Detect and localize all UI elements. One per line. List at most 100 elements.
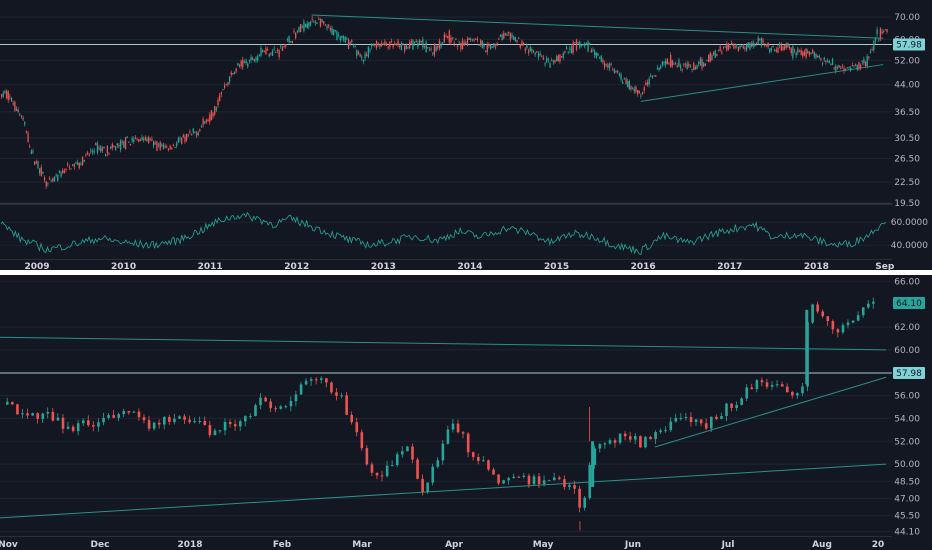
weekly-candle-body [114,146,117,151]
weekly-candle-body [861,61,863,63]
daily-candle-body [51,411,55,421]
daily-price-tag-line [893,366,925,379]
weekly-candle-body [471,39,474,41]
weekly-candle-body [412,40,414,50]
weekly-candle-body [557,55,559,62]
weekly-candle-body [394,43,396,46]
weekly-candle-body [283,45,285,47]
weekly-candle-body [397,40,399,45]
weekly-candle-body [366,54,368,56]
daily-candle-body [613,440,617,443]
weekly-candle-body [461,40,464,50]
daily-candle-body [846,322,850,326]
weekly-candle-body [777,47,779,53]
weekly-candle-body [270,52,272,54]
weekly-y-tick-label: 26.50 [894,154,920,164]
weekly-candle-body [237,63,239,66]
weekly-candle-body [375,40,378,48]
weekly-candle-body [123,141,125,148]
weekly-candle-body [739,45,741,49]
weekly-candle-body [437,46,439,48]
daily-candle-body [679,417,683,419]
daily-candle-body [320,378,323,380]
weekly-candle-body [883,31,885,33]
weekly-candle-body [752,41,754,47]
weekly-candle-body [156,141,158,151]
weekly-candle-body [349,42,351,46]
daily-candle-body [867,303,870,308]
daily-trendline [654,376,887,448]
weekly-candle-body [598,57,601,59]
weekly-candle-body [451,37,454,39]
daily-candle-body [87,420,90,426]
weekly-candle-body [186,133,188,140]
weekly-candle-body [342,36,345,40]
weekly-candle-body [367,47,370,58]
weekly-candle-body [445,35,447,37]
weekly-candle-body [638,90,640,94]
weekly-candle-body [608,63,611,69]
daily-candle-body [542,480,546,485]
weekly-x-tick-label: 2012 [284,262,309,272]
weekly-candle-body [572,42,574,53]
weekly-candle-body [157,144,160,146]
daily-candle-body [750,387,754,390]
weekly-candle-body [209,114,211,122]
weekly-candle-body [166,146,168,148]
weekly-candle-body [686,63,688,70]
weekly-candle-body [670,54,672,68]
weekly-candle-body [181,137,183,144]
daily-candle-body [36,413,39,419]
weekly-candle-body [741,45,743,47]
weekly-candle-body [319,19,322,27]
weekly-candle-body [859,64,862,69]
daily-candle-body [856,315,860,321]
weekly-candle-body [329,27,332,31]
weekly-candle-body [105,154,107,157]
weekly-candle-body [432,52,434,54]
daily-candle-body [689,416,693,423]
weekly-candle-body [299,23,302,32]
weekly-candle-body [772,46,774,48]
daily-candle-body [421,478,424,492]
weekly-candle-body [691,68,693,70]
weekly-candle-body [514,37,517,42]
weekly-candle-body [159,142,161,150]
weekly-candle-body [676,65,678,67]
weekly-candle-body [498,38,500,40]
daily-candle-body [482,460,485,462]
daily-x-tick-label: Mar [352,540,372,550]
weekly-candle-body [124,137,127,150]
weekly-candle-body [463,42,465,46]
daily-x-tick-label: Jun [624,540,641,550]
weekly-candle-body [42,172,44,174]
weekly-candle-body [848,66,850,68]
weekly-candle-body [415,41,417,43]
weekly-candle-body [384,41,386,45]
weekly-candle-body [840,67,842,69]
daily-candle-body [157,422,161,425]
weekly-candle-body [258,54,260,56]
weekly-candle-body [853,65,855,67]
weekly-candle-body [569,48,571,51]
weekly-candle-body [460,43,462,49]
weekly-candle-body [313,21,315,23]
weekly-candle-body [143,139,145,141]
weekly-candle-body [255,57,257,61]
daily-candle-body [365,448,369,465]
weekly-candle-body [428,49,431,51]
daily-candle-body [644,436,647,448]
daily-candle-body [431,466,435,483]
daily-candle-body [66,426,70,429]
daily-candle-body [416,459,419,479]
daily-candle-body [634,436,637,440]
weekly-candle-body [263,50,265,52]
daily-candle-body [168,417,171,422]
weekly-candle-body [600,55,602,62]
weekly-candle-body [841,66,844,68]
weekly-y-tick-label: 36.50 [894,108,920,118]
weekly-candle-body [592,49,594,51]
weekly-candle-body [233,71,236,74]
weekly-candle-body [493,43,495,47]
